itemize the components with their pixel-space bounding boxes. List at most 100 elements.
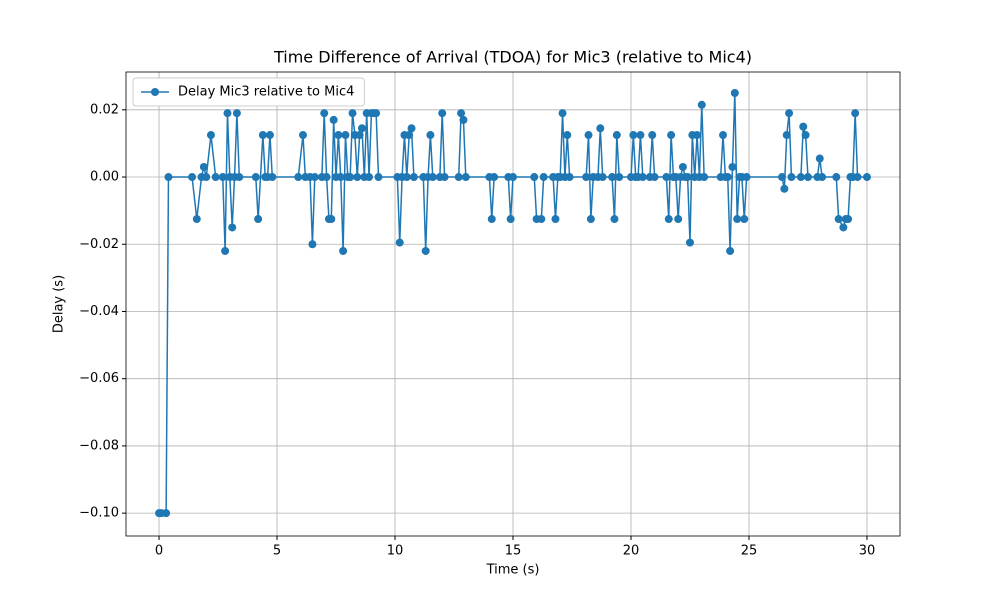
data-point: [728, 162, 737, 171]
data-point: [339, 246, 348, 255]
data-point: [832, 173, 841, 182]
y-tick-label: −0.04: [79, 304, 119, 319]
legend-label: Delay Mic3 relative to Mic4: [178, 85, 354, 100]
data-point: [799, 122, 808, 131]
data-point: [206, 131, 215, 140]
data-point: [457, 109, 466, 118]
data-point: [232, 109, 241, 118]
data-point: [405, 131, 414, 140]
legend-box: [132, 77, 365, 107]
data-point: [582, 173, 591, 182]
data-point: [740, 215, 749, 224]
data-point: [454, 173, 463, 182]
data-point: [426, 131, 435, 140]
data-point: [421, 246, 430, 255]
data-point: [834, 215, 843, 224]
data-point: [612, 131, 621, 140]
data-point: [638, 173, 647, 182]
data-line: [159, 92, 867, 514]
y-tick-label: −0.06: [79, 371, 119, 386]
plot-frame: [125, 71, 901, 537]
data-point: [608, 173, 617, 182]
x-tick-label: 25: [741, 544, 758, 559]
legend: Delay Mic3 relative to Mic4: [132, 77, 365, 107]
data-point: [693, 131, 702, 140]
data-point: [372, 109, 381, 118]
data-point: [235, 173, 244, 182]
data-point: [586, 215, 595, 224]
data-point: [685, 238, 694, 247]
data-point: [530, 173, 539, 182]
data-point: [780, 184, 789, 193]
data-point: [329, 115, 338, 124]
data-point: [346, 173, 355, 182]
data-point: [268, 173, 277, 182]
data-point: [336, 173, 345, 182]
x-axis-label: Time (s): [486, 563, 540, 578]
data-point: [844, 215, 853, 224]
x-tick-label: 10: [387, 544, 404, 559]
data-point: [223, 109, 232, 118]
data-point: [322, 173, 331, 182]
data-point: [221, 246, 230, 255]
data-point: [348, 109, 357, 118]
data-point: [192, 215, 201, 224]
data-point: [539, 173, 548, 182]
data-point: [218, 173, 227, 182]
data-point: [733, 215, 742, 224]
data-point: [742, 173, 751, 182]
data-point: [164, 173, 173, 182]
y-tick-label: −0.08: [79, 438, 119, 453]
data-point: [294, 173, 303, 182]
data-point: [787, 173, 796, 182]
data-point: [551, 215, 560, 224]
data-point: [674, 215, 683, 224]
data-point: [438, 109, 447, 118]
data-point: [839, 223, 848, 232]
data-point: [662, 173, 671, 182]
data-point: [815, 154, 824, 163]
data-point: [803, 173, 812, 182]
data-point: [395, 238, 404, 247]
data-point: [365, 173, 374, 182]
data-point: [327, 215, 336, 224]
data-point: [211, 173, 220, 182]
data-point: [374, 173, 383, 182]
y-tick-label: −0.02: [79, 237, 119, 252]
data-point: [308, 240, 317, 249]
data-point: [683, 173, 692, 182]
data-point: [357, 124, 366, 133]
data-point: [801, 131, 810, 140]
data-point: [490, 173, 499, 182]
data-point: [648, 131, 657, 140]
chart-title: Time Difference of Arrival (TDOA) for Mi…: [273, 48, 752, 67]
y-tick-label: 0.02: [90, 102, 119, 117]
data-point: [667, 131, 676, 140]
data-point: [610, 215, 619, 224]
data-point: [162, 509, 171, 518]
data-point: [506, 215, 515, 224]
data-point: [697, 100, 706, 109]
data-point: [700, 173, 709, 182]
data-point: [202, 173, 211, 182]
data-point: [199, 162, 208, 171]
data-point: [320, 109, 329, 118]
data-point: [853, 173, 862, 182]
data-point: [636, 131, 645, 140]
data-point: [459, 115, 468, 124]
data-point: [719, 131, 728, 140]
data-point: [785, 109, 794, 118]
data-point: [402, 173, 411, 182]
data-point: [851, 109, 860, 118]
data-point: [629, 131, 638, 140]
data-point: [730, 89, 739, 98]
y-axis-label: Delay (s): [52, 275, 67, 333]
data-point: [796, 173, 805, 182]
x-tick-label: 20: [623, 544, 640, 559]
data-point: [228, 223, 237, 232]
data-point: [440, 173, 449, 182]
data-point: [678, 162, 687, 171]
legend-marker: [151, 88, 159, 96]
data-point: [596, 124, 605, 133]
